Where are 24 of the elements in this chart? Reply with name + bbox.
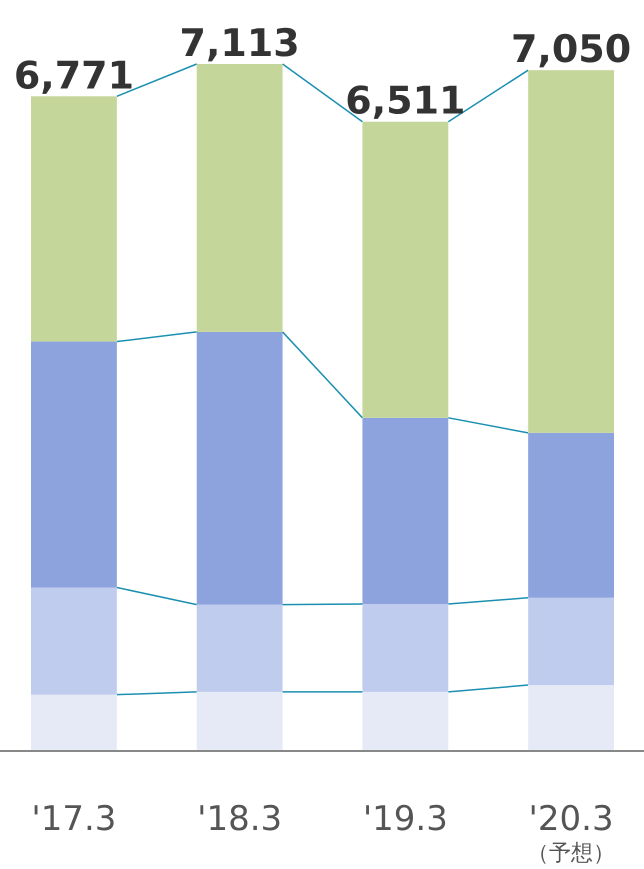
bar <box>362 692 448 751</box>
annotation: 7,113 <box>180 21 300 65</box>
bar <box>31 694 117 751</box>
x-tick-label: '19.3 <box>362 799 448 839</box>
bar <box>31 342 117 588</box>
annotation: 6,771 <box>14 53 134 98</box>
bar <box>528 685 614 751</box>
bar <box>528 598 614 686</box>
x-tick-label: '18.3 <box>197 799 282 839</box>
bar <box>31 587 117 695</box>
bar <box>362 122 448 418</box>
bar <box>196 604 283 692</box>
bar <box>31 96 117 342</box>
bar <box>362 604 448 692</box>
bar <box>196 64 283 332</box>
bar <box>528 432 614 598</box>
annotation: 6,511 <box>345 78 466 123</box>
bar <box>196 332 283 605</box>
bar <box>362 418 448 604</box>
bar <box>528 70 614 433</box>
x-tick-label: '17.3 <box>31 799 116 839</box>
annotation: 7,050 <box>510 27 632 72</box>
x-tick-label: '20.3 （予想） <box>527 799 616 866</box>
bar <box>196 692 283 751</box>
